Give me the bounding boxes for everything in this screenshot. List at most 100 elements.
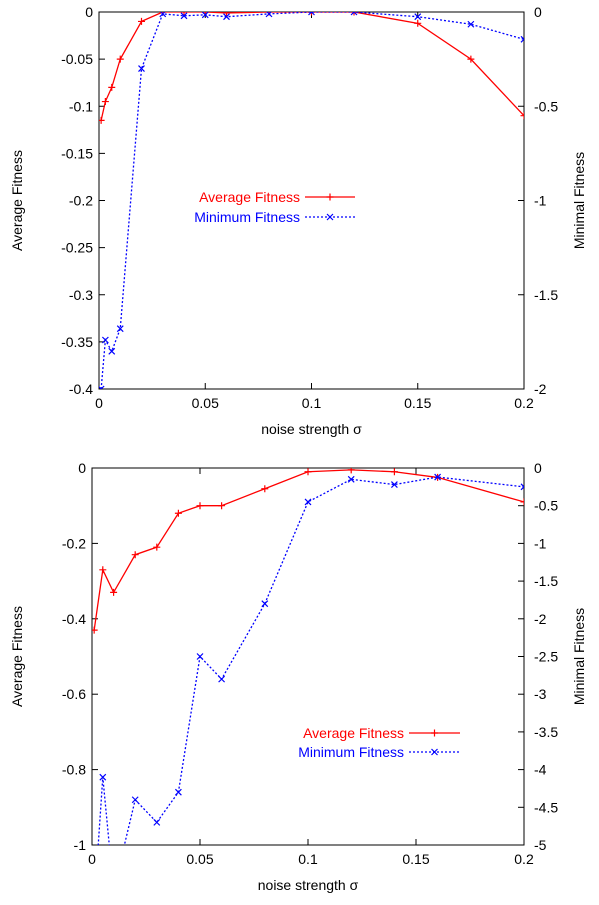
data-point [153,543,161,551]
data-point [308,12,315,16]
y-right-tick-label: -0.5 [534,498,558,514]
data-point [218,502,226,510]
y-right-tick-label: -4.5 [534,799,558,815]
y-right-tick-label: -1 [534,535,547,551]
plot-area [99,12,524,389]
data-point [196,502,204,510]
data-point [131,551,139,559]
x-tick-label: 0 [95,395,103,411]
data-point [180,12,188,20]
y-right-tick-label: -1.5 [534,287,558,303]
data-point [116,325,124,333]
y-left-tick-label: -0.8 [62,762,86,778]
data-point [347,468,355,474]
data-point [138,65,145,72]
y-left-tick-label: -0.4 [62,611,86,627]
series-line [134,476,524,824]
legend-marker [326,213,334,221]
data-point [180,12,188,16]
data-point [99,385,105,389]
data-point [108,83,116,91]
y-left-tick-label: -0.3 [69,287,93,303]
x-tick-label: 0.15 [402,851,429,867]
x-tick-label: 0.2 [514,851,534,867]
data-point [520,35,524,43]
data-point [223,13,230,21]
data-point [174,509,182,517]
data-point [159,12,167,18]
y-left-tick-label: 0 [85,4,93,20]
y-right-tick-label: -2 [534,381,547,397]
y-left-tick-label: -0.1 [69,98,93,114]
legend-label: Average Fitness [303,725,404,741]
y-right-tick-label: 0 [534,460,542,476]
y-left-tick-label: -0.05 [61,51,93,67]
y-right-tick-label: -2.5 [534,649,558,665]
y-left-axis-title: Average Fitness [9,606,25,707]
data-point [223,12,230,17]
data-point [201,12,209,19]
data-point [99,566,107,574]
data-point [467,20,475,28]
x-tick-label: 0.1 [298,851,318,867]
series-line [100,12,524,389]
y-left-tick-label: -0.25 [61,240,93,256]
data-point [261,485,269,493]
data-point [99,116,105,124]
data-point [350,12,358,16]
data-point [520,498,524,506]
legend-marker [431,729,438,737]
data-point [116,55,124,63]
data-point [390,468,398,476]
x-tick-label: 0.05 [186,851,213,867]
y-right-tick-label: -1 [534,193,547,209]
y-left-tick-label: -0.2 [62,535,86,551]
y-left-tick-label: -0.35 [61,334,93,350]
y-right-tick-label: -2 [534,611,547,627]
data-point [308,12,315,16]
y-left-tick-label: -1 [74,837,87,853]
chart-2: 0 0.05 0.1 0.15 0.20-0.2-0.4-0.6-0.8-10-0.5-… [9,460,587,893]
data-point [467,55,475,63]
series-line [100,12,524,121]
data-point [414,13,422,21]
x-tick-label: 0.15 [404,395,431,411]
y-right-tick-label: -1.5 [534,573,558,589]
data-point [265,12,273,18]
data-point [110,588,118,596]
data-point [350,12,358,16]
y-left-axis-title: Average Fitness [9,150,25,251]
y-left-tick-label: -0.6 [62,686,86,702]
x-axis-title: noise strength σ [261,421,362,437]
data-point [414,19,422,27]
y-right-tick-label: -5 [534,837,547,853]
x-tick-label: 0.2 [514,395,534,411]
y-right-tick-label: -0.5 [534,98,558,114]
y-right-tick-label: -3 [534,686,547,702]
data-point [108,347,116,355]
series-line-clipped [123,799,136,845]
data-point [99,773,107,781]
data-point [101,336,109,344]
data-point [304,498,312,506]
x-tick-label: 0.05 [192,395,219,411]
data-point [153,818,161,826]
data-point [174,788,182,796]
data-point [520,483,524,491]
chart-1: 0 0.05 0.1 0.15 0.2 0 -0.05 -0.1 -0.15 -0.2 -0.25 -… [9,4,587,437]
x-axis-title: noise strength σ [258,877,359,893]
y-right-tick-label: 0 [534,4,542,20]
data-point [101,98,109,106]
series-line-clipped [97,777,110,845]
legend-label: Average Fitness [199,189,300,205]
data-point [131,796,139,804]
y-right-axis-title: Minimal Fitness [571,152,587,249]
plot-frame [91,467,525,846]
y-left-tick-label: -0.15 [61,145,93,161]
data-point [261,600,269,608]
legend-label: Minimum Fitness [298,744,404,760]
legend-marker [326,193,334,201]
data-point [196,653,204,660]
legend-marker [431,748,438,756]
